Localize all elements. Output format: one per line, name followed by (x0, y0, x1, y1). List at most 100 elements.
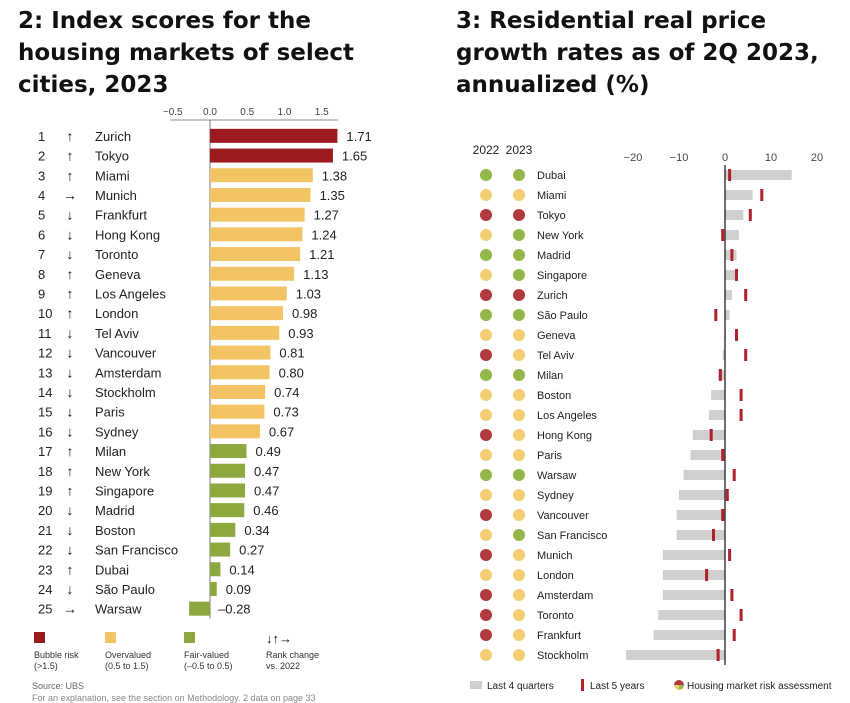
status-dot-2022 (480, 649, 492, 661)
status-dot-2022 (480, 229, 492, 241)
city-label: Vancouver (537, 510, 589, 522)
bar-last-4-quarters (676, 530, 725, 540)
index-scores-chart: −0.5 0.0 0.5 1.0 1.5 1 ↑ Zurich 1.71 2 ↑ Tokyo 1.65 3… (34, 107, 372, 671)
data-label: 1.03 (296, 286, 321, 301)
bar (210, 483, 246, 498)
city-label: Sydney (537, 490, 574, 502)
city-label: London (537, 570, 574, 582)
city-label: Toronto (537, 610, 574, 622)
bar (210, 247, 301, 262)
data-label: 0.46 (253, 503, 278, 518)
marker-last-5-years (728, 549, 732, 561)
marker-last-5-years (714, 309, 718, 321)
bar (210, 325, 280, 340)
status-dot-2023 (513, 409, 525, 421)
city-label: Hong Kong (95, 227, 160, 242)
city-label: Paris (95, 405, 125, 420)
rank-number: 18 (38, 464, 52, 479)
data-label: 0.73 (273, 405, 298, 420)
city-label: Munich (537, 550, 572, 562)
city-label: São Paulo (537, 310, 588, 322)
rank-number: 12 (38, 346, 52, 361)
city-label: Frankfurt (537, 630, 581, 642)
marker-last-5-years (748, 209, 752, 221)
bar-last-4-quarters (662, 570, 725, 580)
status-dot-2022 (480, 469, 492, 481)
bar (210, 168, 313, 183)
city-label: Madrid (537, 250, 571, 262)
status-dot-2023 (513, 249, 525, 261)
city-label: Singapore (537, 270, 587, 282)
status-dot-2022 (480, 269, 492, 281)
city-label: Los Angeles (95, 286, 166, 301)
x-tick-label: 0 (722, 152, 728, 164)
bar-last-4-quarters (725, 270, 737, 280)
city-label: Munich (95, 188, 137, 203)
city-label: Toronto (95, 247, 138, 262)
x-tick-label: 1.0 (278, 107, 292, 118)
marker-last-5-years (712, 529, 715, 541)
city-label: Boston (95, 523, 135, 538)
city-label: Madrid (95, 503, 135, 518)
city-label: Singapore (95, 483, 154, 498)
rank-number: 15 (38, 405, 52, 420)
bar (210, 345, 271, 360)
data-label: 1.24 (311, 227, 336, 242)
rank-number: 17 (38, 444, 52, 459)
x-tick-label: −20 (624, 152, 643, 164)
status-dot-2023 (513, 469, 525, 481)
bar (210, 424, 260, 439)
chart-2-title: 2: Index scores for the housing markets … (18, 8, 354, 98)
rank-number: 23 (38, 562, 52, 577)
city-label: Zurich (95, 129, 131, 144)
rank-change-up-icon: ↑ (67, 305, 74, 321)
data-label: 1.13 (303, 267, 328, 282)
marker-last-5-years (718, 369, 722, 381)
city-label: London (95, 306, 138, 321)
bar (210, 542, 231, 557)
status-dot-2023 (513, 649, 525, 661)
status-dot-2023 (513, 369, 525, 381)
rank-change-same-icon: → (63, 187, 77, 203)
rank-number: 20 (38, 503, 52, 518)
status-dot-2022 (480, 569, 492, 581)
rank-number: 2 (38, 149, 45, 164)
marker-last-5-years (744, 289, 748, 301)
status-dot-2022 (480, 529, 492, 541)
city-label: Dubai (537, 170, 566, 182)
status-dot-2022 (480, 329, 492, 341)
rank-number: 13 (38, 365, 52, 380)
rank-number: 10 (38, 306, 52, 321)
bar (210, 463, 246, 478)
legend-range: (–0.5 to 0.5) (184, 661, 233, 671)
rank-change-up-icon: ↑ (67, 463, 74, 479)
bar (210, 444, 247, 459)
data-label: –0.28 (218, 602, 251, 617)
legend-swatch-last-4-quarters (470, 681, 482, 689)
status-dot-2022 (480, 369, 492, 381)
city-label: Vancouver (95, 346, 157, 361)
x-tick-label: 20 (811, 152, 823, 164)
rank-number: 16 (38, 424, 52, 439)
risk-dot-icon (679, 685, 684, 690)
city-label: São Paulo (95, 582, 155, 597)
bar-last-4-quarters (662, 590, 725, 600)
rank-change-up-icon: ↑ (67, 482, 74, 498)
rank-change-down-icon: ↓ (67, 207, 74, 223)
bar-last-4-quarters (676, 510, 725, 520)
rank-number: 3 (38, 168, 45, 183)
bar (210, 227, 303, 242)
rank-change-down-icon: ↓ (67, 345, 74, 361)
bar (210, 266, 295, 281)
marker-last-5-years (721, 449, 725, 461)
status-dot-2023 (513, 529, 525, 541)
status-dot-2022 (480, 349, 492, 361)
status-dot-2023 (513, 589, 525, 601)
bar (189, 601, 210, 616)
bar-last-4-quarters (711, 390, 725, 400)
bar (210, 207, 305, 222)
data-label: 1.71 (346, 129, 371, 144)
marker-last-5-years (730, 249, 734, 261)
data-label: 1.38 (322, 168, 347, 183)
city-label: Geneva (95, 267, 141, 282)
